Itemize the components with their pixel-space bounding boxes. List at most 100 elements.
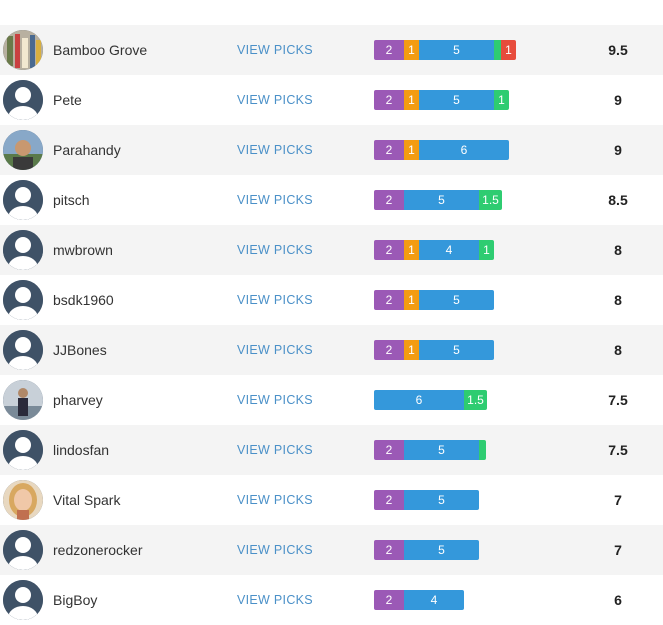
legend-ebp: EBP [196, 4, 219, 16]
player-name: pitsch [53, 192, 90, 208]
leaderboard-row: JJBones VIEW PICKS 2 1 5 8 [0, 325, 663, 375]
default-avatar-icon [3, 180, 43, 220]
bar-segment-ebp: 2 [374, 340, 404, 360]
view-picks-link[interactable]: VIEW PICKS [237, 543, 313, 557]
leaderboard-row: pharvey VIEW PICKS 6 1.5 7.5 [0, 375, 663, 425]
player-name: Vital Spark [53, 492, 121, 508]
bar-segment-finishers: 4 [419, 240, 479, 260]
bar-segment-pole: 1 [404, 240, 419, 260]
bar-segment-posbp: 1.5 [479, 190, 502, 210]
total-points: 7.5 [608, 442, 628, 458]
default-avatar-icon [3, 580, 43, 620]
bar-segment-ebp: 2 [374, 190, 404, 210]
leaderboard-row: BigBoy VIEW PICKS 2 4 6 [0, 575, 663, 625]
bar-segment-finishers: 6 [374, 390, 464, 410]
bar-segment-ebp: 2 [374, 90, 404, 110]
bar-segment-posbp [479, 440, 486, 460]
bar-segment-finishers: 6 [419, 140, 509, 160]
bar-segment-ebp: 2 [374, 590, 404, 610]
leaderboard-row: Pete VIEW PICKS 2 1 5 1 9 [0, 75, 663, 125]
legend-finishers: Finishers [303, 4, 352, 16]
bar-segment-finishers: 5 [404, 440, 479, 460]
bar-segment-ebp: 2 [374, 290, 404, 310]
leaderboard-list: Bamboo Grove VIEW PICKS 2 1 5 1 9.5 Pete VIEW PI… [0, 25, 663, 625]
legend-lap: Lap [446, 4, 466, 16]
total-points: 8 [614, 342, 622, 358]
bar-segment-pole: 1 [404, 340, 419, 360]
default-avatar-icon [3, 430, 43, 470]
player-name: Pete [53, 92, 82, 108]
legend: EBP Pole Finishers Pos BP Lap [0, 0, 663, 25]
points-bar: 2 5 1.5 [374, 190, 502, 210]
view-picks-link[interactable]: VIEW PICKS [237, 493, 313, 507]
avatar-photo [3, 480, 43, 520]
total-points: 7.5 [608, 392, 628, 408]
default-avatar-icon [3, 230, 43, 270]
default-avatar-icon [3, 280, 43, 320]
player-name: Parahandy [53, 142, 121, 158]
player-name: Bamboo Grove [53, 42, 148, 58]
player-name: redzonerocker [53, 542, 143, 558]
bar-segment-pole: 1 [404, 290, 419, 310]
avatar-photo [3, 130, 43, 170]
view-picks-link[interactable]: VIEW PICKS [237, 293, 313, 307]
bar-segment-finishers: 5 [404, 490, 479, 510]
leaderboard-row: bsdk1960 VIEW PICKS 2 1 5 8 [0, 275, 663, 325]
total-points: 9.5 [608, 42, 628, 58]
leaderboard-row: Vital Spark VIEW PICKS 2 5 7 [0, 475, 663, 525]
leaderboard-row: redzonerocker VIEW PICKS 2 5 7 [0, 525, 663, 575]
total-points: 8.5 [608, 192, 628, 208]
avatar-photo [3, 380, 43, 420]
bar-segment-finishers: 5 [404, 190, 479, 210]
bar-segment-ebp: 2 [374, 140, 404, 160]
default-avatar-icon [3, 330, 43, 370]
bar-segment-finishers: 5 [404, 540, 479, 560]
view-picks-link[interactable]: VIEW PICKS [237, 593, 313, 607]
total-points: 9 [614, 142, 622, 158]
total-points: 7 [614, 542, 622, 558]
bar-segment-ebp: 2 [374, 490, 404, 510]
avatar-photo [3, 30, 43, 70]
view-picks-link[interactable]: VIEW PICKS [237, 193, 313, 207]
player-name: mwbrown [53, 242, 113, 258]
bar-segment-posbp [494, 40, 501, 60]
view-picks-link[interactable]: VIEW PICKS [237, 343, 313, 357]
points-bar: 6 1.5 [374, 390, 487, 410]
view-picks-link[interactable]: VIEW PICKS [237, 393, 313, 407]
player-name: pharvey [53, 392, 103, 408]
view-picks-link[interactable]: VIEW PICKS [237, 443, 313, 457]
view-picks-link[interactable]: VIEW PICKS [237, 243, 313, 257]
bar-segment-finishers: 5 [419, 90, 494, 110]
bar-segment-lap: 1 [501, 40, 516, 60]
view-picks-link[interactable]: VIEW PICKS [237, 143, 313, 157]
total-points: 8 [614, 292, 622, 308]
view-picks-link[interactable]: VIEW PICKS [237, 93, 313, 107]
bar-segment-ebp: 2 [374, 440, 404, 460]
bar-segment-finishers: 5 [419, 290, 494, 310]
bar-segment-posbp: 1 [479, 240, 494, 260]
default-avatar-icon [3, 80, 43, 120]
legend-pole: Pole [248, 4, 272, 16]
total-points: 6 [614, 592, 622, 608]
leaderboard-row: Parahandy VIEW PICKS 2 1 6 9 [0, 125, 663, 175]
total-points: 7 [614, 492, 622, 508]
bar-segment-ebp: 2 [374, 240, 404, 260]
view-picks-link[interactable]: VIEW PICKS [237, 43, 313, 57]
bar-segment-ebp: 2 [374, 40, 404, 60]
player-name: JJBones [53, 342, 107, 358]
bar-segment-pole: 1 [404, 40, 419, 60]
leaderboard-row: lindosfan VIEW PICKS 2 5 7.5 [0, 425, 663, 475]
leaderboard-row: Bamboo Grove VIEW PICKS 2 1 5 1 9.5 [0, 25, 663, 75]
bar-segment-finishers: 4 [404, 590, 464, 610]
bar-segment-ebp: 2 [374, 540, 404, 560]
leaderboard-row: mwbrown VIEW PICKS 2 1 4 1 8 [0, 225, 663, 275]
total-points: 8 [614, 242, 622, 258]
